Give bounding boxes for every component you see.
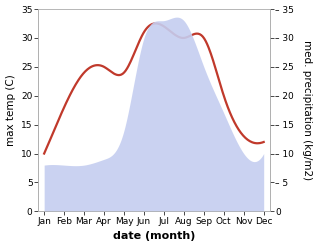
- Y-axis label: max temp (C): max temp (C): [5, 74, 16, 146]
- X-axis label: date (month): date (month): [113, 231, 195, 242]
- Y-axis label: med. precipitation (kg/m2): med. precipitation (kg/m2): [302, 40, 313, 180]
